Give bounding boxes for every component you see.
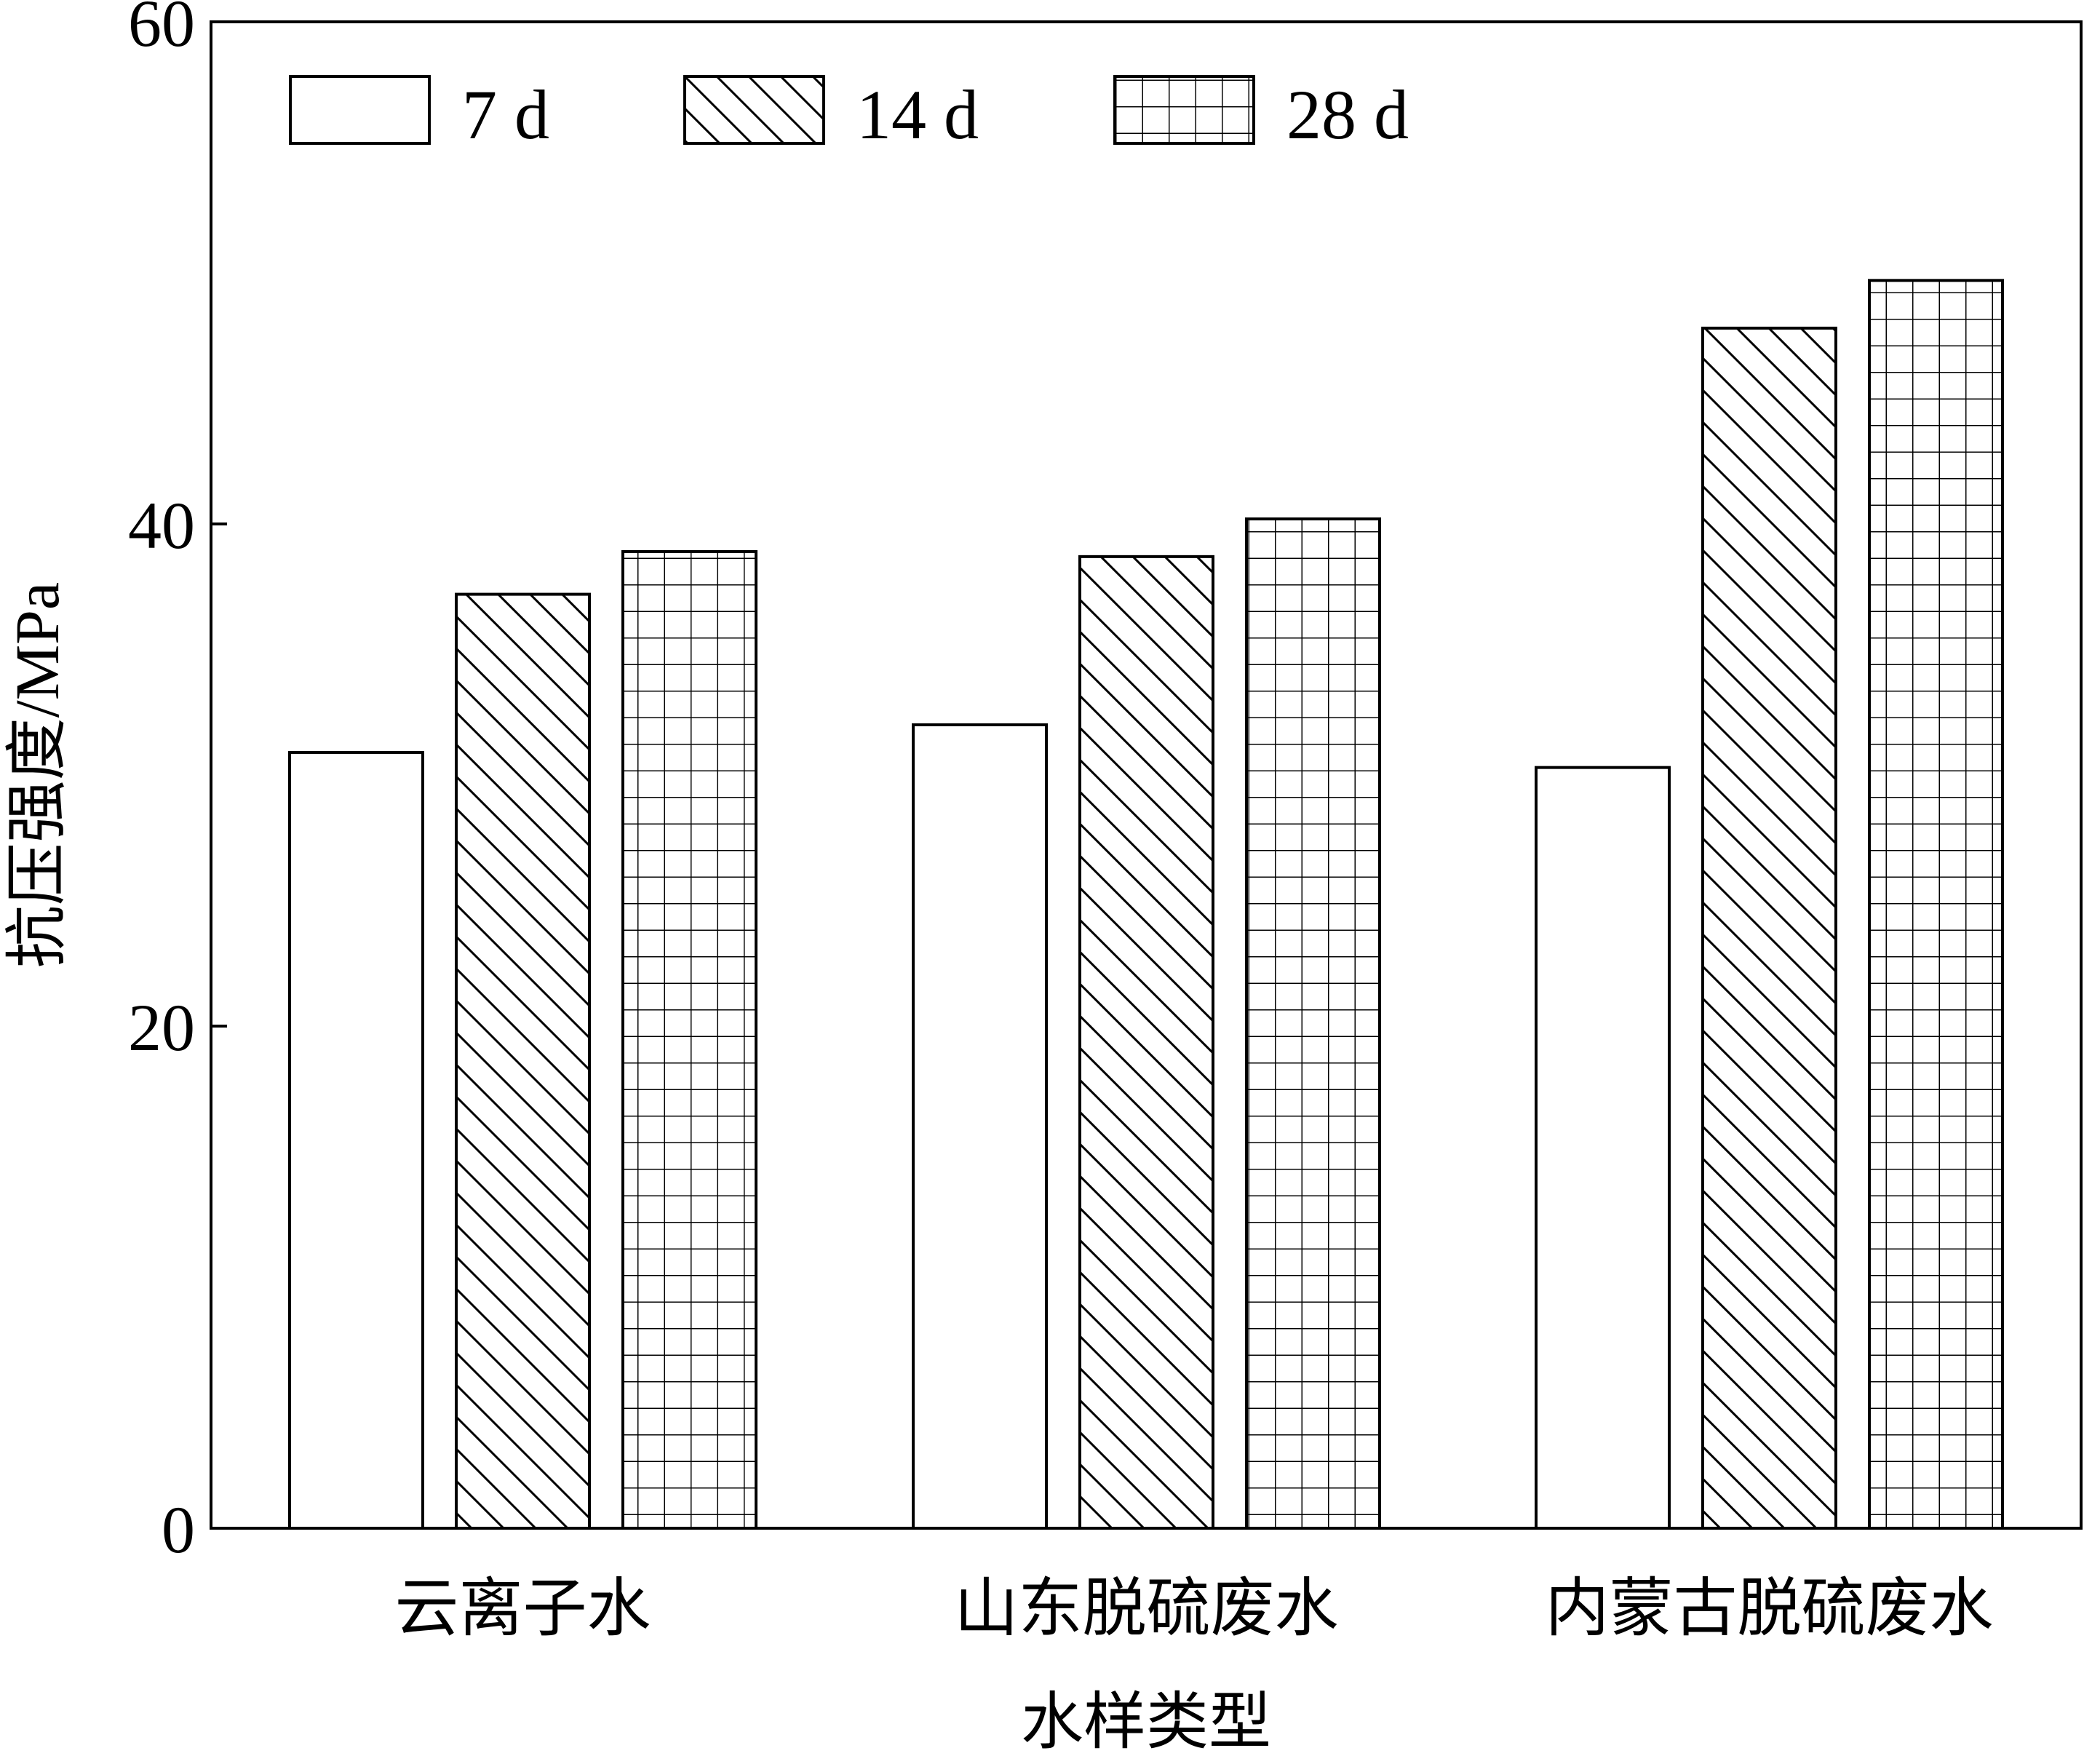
y-tick-label: 20 bbox=[128, 990, 195, 1065]
bars-layer bbox=[288, 279, 2004, 1530]
x-axis: 云离子水 山东脱硫废水 内蒙古脱硫废水 bbox=[394, 1574, 1993, 1645]
bar-28d-1 bbox=[621, 549, 757, 1530]
y-tick-label: 40 bbox=[128, 488, 195, 563]
y-tick-label: 60 bbox=[128, 0, 195, 60]
plot-frame bbox=[210, 20, 2083, 1530]
legend-swatch-14d bbox=[683, 75, 825, 145]
legend-swatch-28d bbox=[1113, 75, 1255, 145]
y-tick-label: 0 bbox=[162, 1493, 195, 1567]
legend-swatch-7d bbox=[289, 75, 431, 145]
y-axis: 0 20 40 60 bbox=[128, 0, 227, 1567]
bar-28d-2 bbox=[1245, 517, 1381, 1530]
bar-7d-2 bbox=[912, 723, 1048, 1530]
legend-label: 28 d bbox=[1286, 76, 1409, 154]
bar-7d-1 bbox=[288, 750, 424, 1530]
x-tick-label: 云离子水 bbox=[394, 1574, 651, 1645]
legend-label: 14 d bbox=[856, 76, 979, 154]
bar-14d-1 bbox=[455, 592, 591, 1530]
legend-label: 7 d bbox=[462, 76, 549, 154]
x-tick-label: 山东脱硫废水 bbox=[954, 1574, 1338, 1645]
bar-14d-2 bbox=[1078, 555, 1214, 1530]
bar-28d-3 bbox=[1868, 279, 2004, 1530]
x-tick-label: 内蒙古脱硫废水 bbox=[1545, 1574, 1993, 1645]
x-axis-label: 水样类型 bbox=[1021, 1687, 1271, 1757]
bar-14d-3 bbox=[1701, 326, 1837, 1530]
legend: 7 d 14 d 28 d bbox=[289, 75, 1409, 154]
y-axis-label: 抗压强度/MPa bbox=[2, 582, 72, 968]
bar-7d-3 bbox=[1535, 766, 1671, 1530]
